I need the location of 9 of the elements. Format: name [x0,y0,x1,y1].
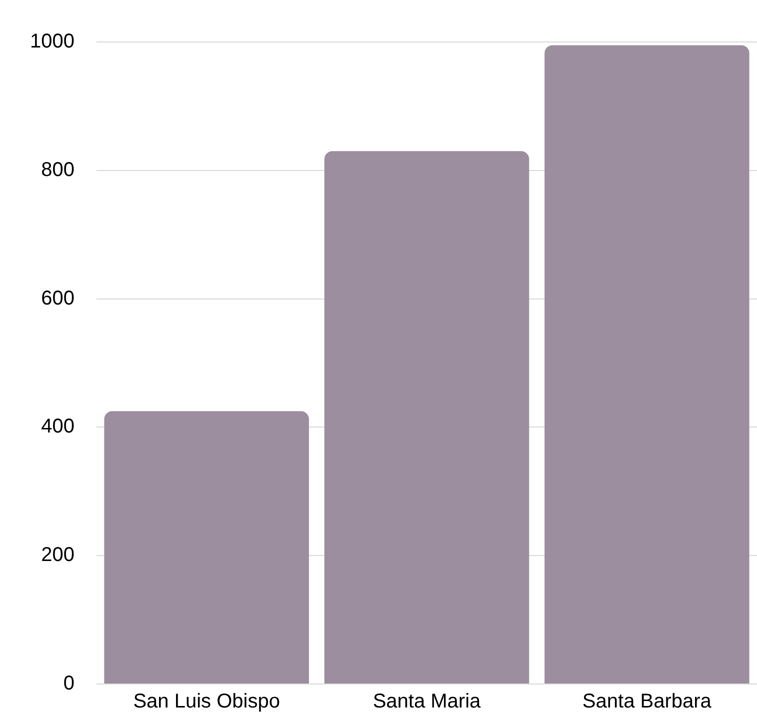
y-tick-label: 600 [41,287,74,310]
y-tick-label: 1000 [30,30,74,53]
y-tick-label: 400 [41,416,74,438]
x-tick-label: Santa Maria [372,690,482,713]
y-tick-label: 800 [41,158,74,181]
y-tick-label: 0 [63,672,74,695]
x-tick-label: San Luis Obispo [133,690,280,713]
y-tick-label: 200 [41,544,74,566]
x-tick-label: Santa Barbara [582,690,712,713]
